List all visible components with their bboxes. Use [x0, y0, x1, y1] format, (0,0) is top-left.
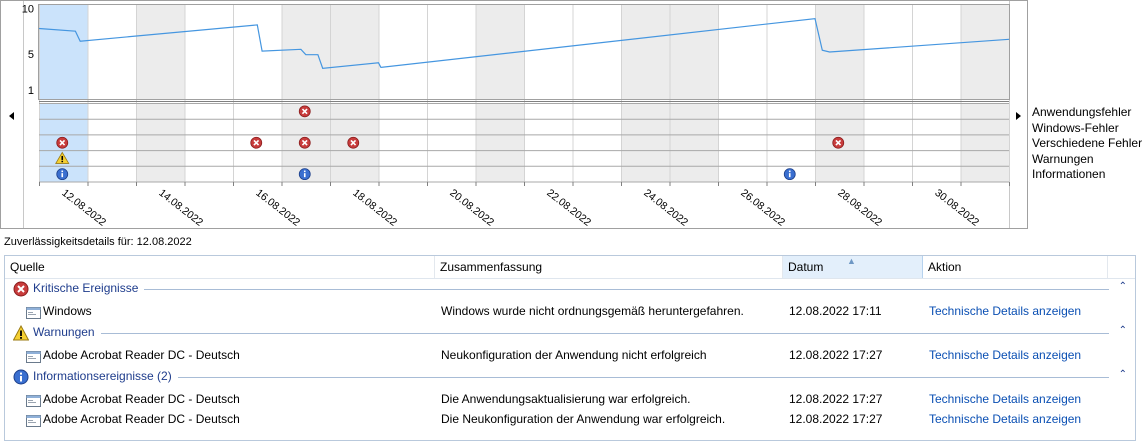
legend-item: Warnungen [1032, 151, 1094, 166]
date-cell: 12.08.2022 17:27 [789, 412, 883, 426]
info-icon-dot [788, 170, 791, 173]
source-cell: Adobe Acrobat Reader DC - Deutsch [43, 392, 240, 406]
y-tick-label: 5 [28, 49, 34, 61]
error-icon-cross [350, 139, 357, 146]
technical-details-link[interactable]: Technische Details anzeigen [929, 304, 1082, 318]
warning-icon[interactable] [55, 151, 70, 164]
legend-item: Windows-Fehler [1032, 120, 1119, 135]
column-header-date[interactable]: Datum ▲ [783, 256, 923, 278]
info-icon-bar [303, 173, 306, 178]
day-column-shade [960, 5, 1009, 99]
group-header[interactable]: Kritische Ereignisse ⌃ [5, 279, 1135, 299]
info-icon[interactable] [56, 168, 69, 181]
application-icon [26, 413, 41, 427]
group-header[interactable]: Warnungen ⌃ [5, 323, 1135, 343]
summary-cell: Neukonfiguration der Anwendung nicht erf… [441, 348, 707, 362]
error-icon [13, 281, 29, 297]
details-table: Quelle Zusammenfassung Datum ▲ Aktion Kr… [4, 255, 1136, 441]
error-icon[interactable] [298, 105, 311, 118]
summary-cell: Die Neukonfiguration der Anwendung war e… [441, 412, 726, 426]
table-row[interactable]: Adobe Acrobat Reader DC - Deutsch Die Neu… [5, 409, 1135, 429]
group-label: Informationsereignisse (2) [33, 369, 176, 383]
day-column-shade [281, 5, 330, 99]
error-icon-cross [59, 139, 66, 146]
day-column-shade [136, 5, 185, 99]
y-tick-label: 10 [22, 4, 34, 16]
source-cell: Adobe Acrobat Reader DC - Deutsch [43, 412, 240, 426]
details-label: Zuverlässigkeitsdetails für: 12.08.2022 [4, 236, 192, 248]
source-cell: Windows [43, 304, 92, 318]
warning-icon-bar [61, 155, 64, 160]
legend-item: Verschiedene Fehler [1032, 136, 1143, 150]
error-icon-cross [301, 139, 308, 146]
group-divider [144, 289, 1109, 290]
info-icon [13, 369, 29, 385]
day-column-shade [136, 103, 185, 182]
day-column-shade [815, 5, 864, 99]
info-icon-dot [303, 170, 306, 173]
info-icon-bar [61, 173, 64, 178]
group-divider [178, 377, 1109, 378]
day-column-shade [475, 103, 524, 182]
info-icon-dot [61, 170, 64, 173]
table-row[interactable]: Adobe Acrobat Reader DC - Deutsch Die Anw… [5, 389, 1135, 409]
error-icon[interactable] [250, 136, 263, 149]
technical-details-link[interactable]: Technische Details anzeigen [929, 392, 1082, 406]
error-icon-cross [301, 108, 308, 115]
collapse-icon[interactable]: ⌃ [1118, 369, 1127, 380]
error-icon[interactable] [298, 136, 311, 149]
warning-icon [12, 324, 30, 341]
day-column-shade [669, 5, 718, 99]
date-cell: 12.08.2022 17:27 [789, 392, 883, 406]
column-header-summary[interactable]: Zusammenfassung [435, 256, 783, 278]
legend-item: Anwendungsfehler [1032, 105, 1132, 119]
date-cell: 12.08.2022 17:11 [789, 304, 882, 318]
info-icon-bar [788, 173, 791, 178]
day-column-shade [960, 103, 1009, 182]
day-column-shade [621, 103, 670, 182]
warning-icon-dot [61, 160, 64, 163]
application-icon [26, 393, 41, 407]
scroll-left-icon[interactable] [9, 112, 14, 120]
day-column-shade [669, 103, 718, 182]
group-header[interactable]: Informationsereignisse (2) ⌃ [5, 367, 1135, 387]
table-header: Quelle Zusammenfassung Datum ▲ Aktion [5, 256, 1135, 279]
info-icon[interactable] [783, 168, 796, 181]
day-column-shade [621, 5, 670, 99]
error-icon[interactable] [56, 136, 69, 149]
collapse-icon[interactable]: ⌃ [1118, 281, 1127, 292]
group-divider [101, 333, 1109, 334]
column-header-source[interactable]: Quelle [5, 256, 435, 278]
error-icon-cross [835, 139, 842, 146]
y-tick-label: 1 [28, 85, 34, 97]
table-row[interactable]: Windows Windows wurde nicht ordnungsgemäß… [5, 301, 1135, 321]
collapse-icon[interactable]: ⌃ [1118, 325, 1127, 336]
column-header-date-label: Datum [788, 260, 824, 274]
technical-details-link[interactable]: Technische Details anzeigen [929, 412, 1082, 426]
group-label: Kritische Ereignisse [33, 281, 143, 295]
error-icon[interactable] [832, 136, 845, 149]
technical-details-link[interactable]: Technische Details anzeigen [929, 348, 1082, 362]
group-label: Warnungen [33, 325, 99, 339]
selected-day-column[interactable] [39, 5, 88, 99]
error-icon-cross [253, 139, 260, 146]
date-cell: 12.08.2022 17:27 [789, 348, 883, 362]
day-column-shade [330, 5, 379, 99]
application-icon [26, 349, 41, 363]
stability-index-line [38, 17, 1010, 69]
scroll-right-icon[interactable] [1016, 112, 1021, 120]
source-cell: Adobe Acrobat Reader DC - Deutsch [43, 348, 240, 362]
error-icon[interactable] [347, 136, 360, 149]
stability-plot-border [38, 4, 1010, 100]
summary-cell: Windows wurde nicht ordnungsgemäß herunt… [441, 304, 744, 318]
summary-cell: Die Anwendungsaktualisierung war erfolgr… [441, 392, 691, 406]
legend-item: Informationen [1032, 167, 1106, 181]
application-icon [26, 305, 41, 319]
info-icon[interactable] [298, 168, 311, 181]
sort-ascending-icon: ▲ [847, 256, 856, 266]
column-header-action[interactable]: Aktion [923, 256, 1108, 278]
table-row[interactable]: Adobe Acrobat Reader DC - Deutsch Neukonf… [5, 345, 1135, 365]
